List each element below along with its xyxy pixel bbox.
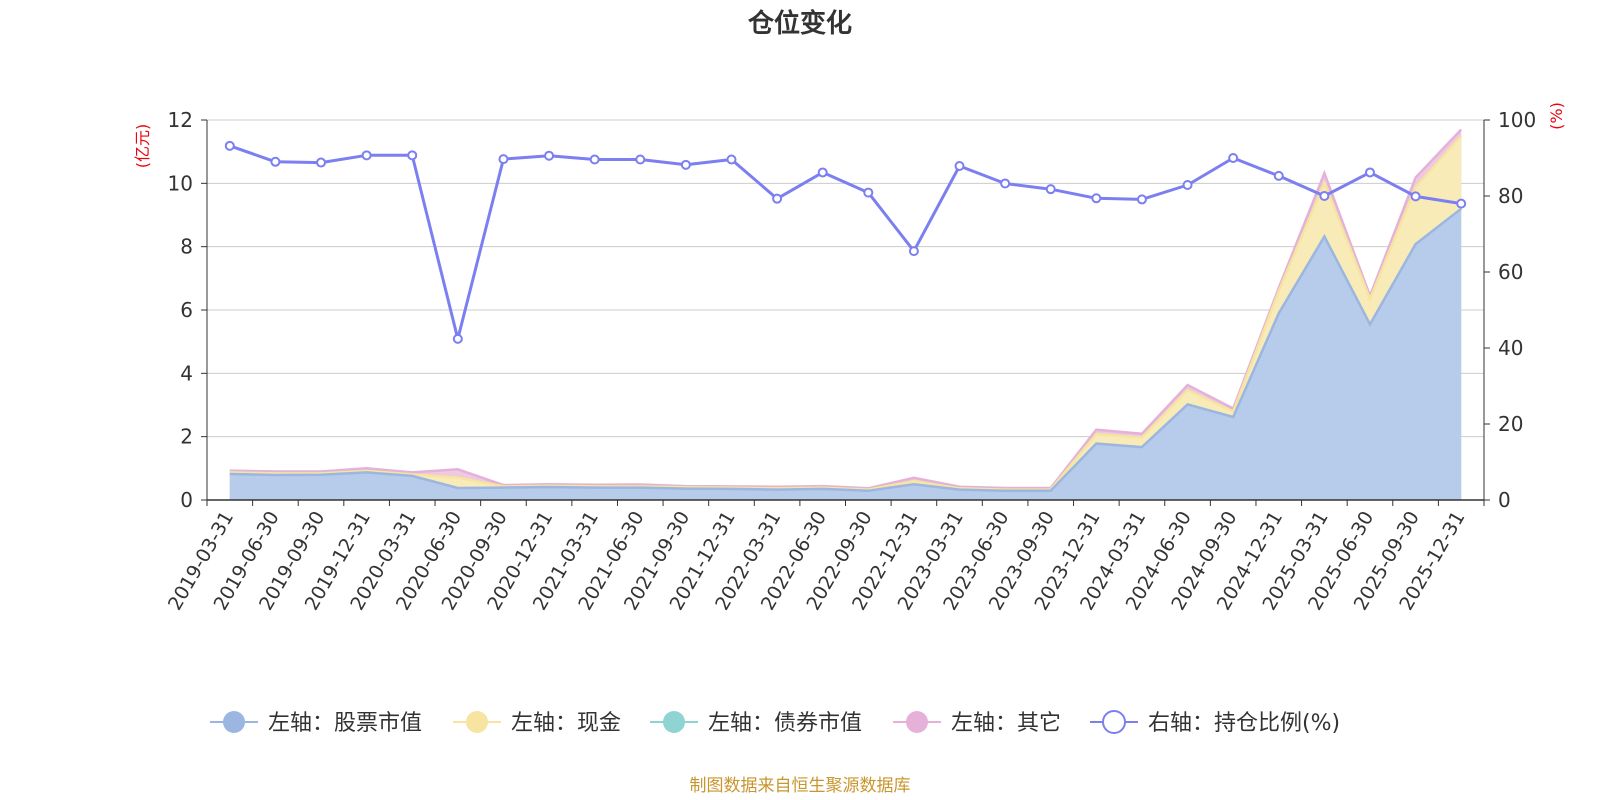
ratio-point	[224, 140, 235, 151]
left-axis-unit: (亿元)	[133, 124, 152, 169]
ratio-point	[772, 193, 783, 204]
ratio-point	[498, 154, 509, 165]
ratio-point	[316, 157, 327, 168]
ratio-point	[270, 156, 281, 167]
data-source-note: 制图数据来自恒生聚源数据库	[690, 776, 911, 796]
left-axis-tick-label: 2	[180, 425, 193, 449]
right-axis-unit: (%)	[1547, 102, 1566, 130]
legend-label: 左轴：其它	[951, 711, 1061, 736]
ratio-line-path	[229, 144, 1462, 341]
legend-label: 右轴：持仓比例(%)	[1148, 711, 1340, 736]
ratio-point	[544, 150, 555, 161]
legend-label: 左轴：现金	[511, 711, 621, 736]
ratio-point	[1182, 179, 1193, 190]
ratio-point	[863, 187, 874, 198]
ratio-point	[407, 150, 418, 161]
area-edge-0	[229, 207, 1462, 493]
left-axis-tick-label: 6	[180, 298, 193, 322]
ratio-point	[1000, 178, 1011, 189]
legend: 左轴：股票市值 左轴：现金 左轴：债券市值 左轴：其它 右轴：持仓比例(%)	[210, 710, 1340, 736]
ratio-point	[589, 154, 600, 165]
legend-swatch-marker	[466, 711, 488, 733]
ratio-point	[726, 154, 737, 165]
ratio-point	[1364, 167, 1375, 178]
legend-item: 左轴：现金	[453, 711, 621, 736]
legend-item: 左轴：股票市值	[210, 711, 422, 736]
ratio-point	[817, 167, 828, 178]
ratio-point	[1091, 193, 1102, 204]
ratio-point	[954, 160, 965, 171]
legend-swatch-marker	[223, 711, 245, 733]
right-axis-tick-label: 40	[1498, 336, 1523, 360]
legend-item: 右轴：持仓比例(%)	[1090, 710, 1340, 736]
ratio-point	[1456, 198, 1467, 209]
left-axis-tick-label: 0	[180, 488, 193, 512]
ratio-point	[680, 159, 691, 170]
position-ratio-line	[224, 140, 1467, 344]
ratio-point	[1319, 191, 1330, 201]
ratio-point	[1273, 170, 1284, 181]
left-axis-tick-label: 10	[168, 171, 193, 195]
area-0	[229, 208, 1462, 500]
ratio-point	[908, 246, 919, 257]
left-axis-tick-label: 12	[168, 108, 193, 132]
legend-swatch-marker	[663, 711, 685, 733]
right-axis-tick-label: 60	[1498, 260, 1523, 284]
right-axis-tick-label: 80	[1498, 184, 1523, 208]
legend-label: 左轴：债券市值	[708, 711, 862, 736]
ratio-point	[1136, 194, 1147, 205]
legend-label: 左轴：股票市值	[268, 711, 422, 736]
ratio-point	[1228, 153, 1239, 163]
right-axis-tick-label: 0	[1498, 488, 1511, 512]
legend-item: 左轴：债券市值	[650, 711, 862, 736]
ratio-point	[361, 150, 372, 161]
right-axis-tick-label: 100	[1498, 108, 1536, 132]
ratio-point	[452, 333, 463, 344]
ratio-point	[1045, 184, 1056, 195]
chart-title: 仓位变化	[747, 8, 852, 39]
left-axis-tick-label: 4	[180, 361, 193, 385]
legend-item: 左轴：其它	[893, 711, 1061, 736]
right-axis-tick-label: 20	[1498, 412, 1523, 436]
ratio-point	[1410, 191, 1421, 202]
left-axis-tick-label: 8	[180, 235, 193, 259]
legend-swatch-marker	[1102, 710, 1126, 734]
ratio-point	[635, 154, 646, 165]
legend-swatch-marker	[906, 711, 928, 733]
stacked-areas	[229, 128, 1463, 501]
